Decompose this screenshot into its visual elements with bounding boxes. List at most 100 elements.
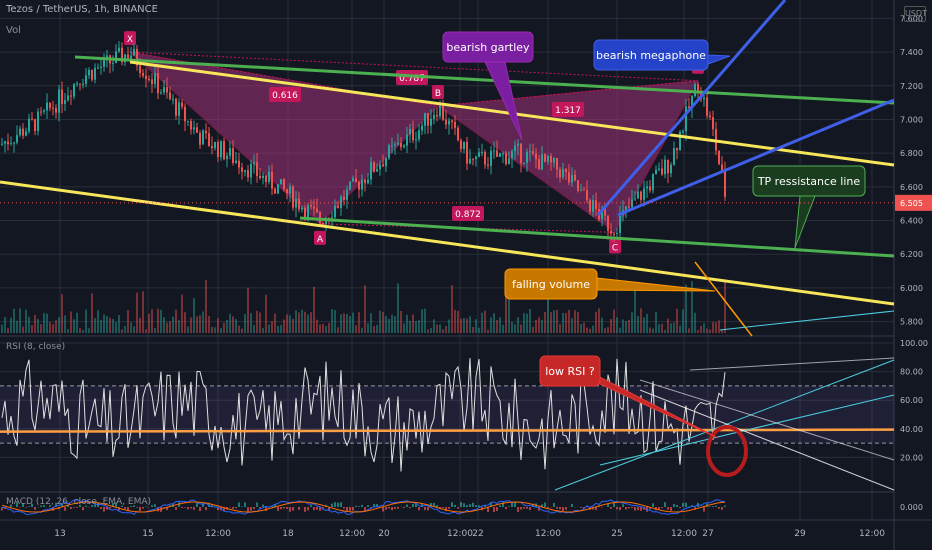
gartley-callout-box [442, 31, 534, 63]
volume-bar [199, 315, 201, 333]
rsi-band-fill [0, 385, 894, 444]
volume-bar [271, 321, 273, 333]
volume-bar [289, 315, 291, 333]
volume-bar [130, 322, 132, 333]
macd-histogram-bar [406, 504, 408, 507]
volume-bar [697, 329, 699, 333]
price-tick-label: 7.000 [900, 115, 923, 124]
candle-body [292, 186, 294, 208]
volume-bar [211, 326, 213, 333]
candle-body [178, 102, 180, 116]
macd-histogram-bar [241, 506, 243, 507]
candle-body [454, 121, 456, 128]
macd-histogram-bar [67, 504, 69, 507]
macd-histogram-bar [277, 507, 279, 511]
macd-histogram-bar [163, 507, 165, 508]
candle-body [106, 55, 108, 58]
volume-bar [226, 319, 228, 333]
volume-bar [646, 313, 648, 333]
price-tick-label: 7.200 [900, 82, 923, 91]
macd-histogram-bar [121, 505, 123, 507]
rsi-tick-label: 100.00 [900, 339, 928, 348]
volume-bar [190, 317, 192, 333]
falling-volume-callout-text: falling volume [512, 278, 590, 291]
macd-histogram-bar [409, 507, 411, 508]
macd-histogram-bar [508, 506, 510, 507]
macd-pane [1, 499, 726, 515]
volume-bar [634, 284, 636, 333]
volume-bar [652, 328, 654, 333]
volume-bar [187, 326, 189, 333]
candle-body [652, 174, 654, 191]
macd-histogram-bar [190, 507, 192, 509]
volume-bar [448, 319, 450, 333]
gartley-ratio-line [319, 223, 616, 233]
volume-bar [253, 324, 255, 333]
macd-histogram-bar [628, 507, 630, 509]
macd-histogram-bar [367, 505, 369, 507]
volume-bar [583, 322, 585, 333]
volume-bar [412, 314, 414, 333]
volume-bar [595, 311, 597, 333]
candle-body [514, 145, 516, 152]
currency-badge[interactable]: USDT [904, 6, 927, 22]
volume-bar [295, 310, 297, 333]
macd-histogram-bar [454, 504, 456, 507]
candle-body [265, 175, 267, 182]
macd-histogram-bar [319, 507, 321, 511]
volume-bar [10, 317, 12, 333]
macd-histogram-bar [703, 507, 705, 512]
pattern-point-badge [124, 31, 136, 46]
volume-bar [490, 317, 492, 333]
candle-body [1, 143, 3, 145]
candle-body [553, 158, 555, 163]
volume-bar [328, 322, 330, 333]
rsi-indicator-label[interactable]: RSI (8, close) [6, 342, 66, 352]
macd-histogram-bar [490, 502, 492, 507]
macd-histogram-bar [472, 502, 474, 507]
macd-histogram-bar [496, 507, 498, 512]
volume-bar [55, 320, 57, 333]
macd-histogram-bar [343, 507, 345, 509]
fib-ratio-label: 0.872 [455, 210, 481, 220]
candle-body [580, 189, 582, 191]
volume-bar [280, 325, 282, 333]
volume-bar [589, 328, 591, 333]
candle-body [79, 83, 81, 85]
volume-bar [451, 285, 453, 333]
macd-histogram-bar [646, 507, 648, 512]
volume-bar [658, 324, 660, 333]
macd-histogram-bar [211, 504, 213, 507]
volume-bar [241, 328, 243, 333]
macd-histogram-bar [28, 506, 30, 507]
volume-bar [367, 323, 369, 333]
symbol-title[interactable]: Tezos / TetherUS, 1h, BINANCE [6, 4, 158, 15]
macd-histogram-bar [619, 507, 621, 511]
candle-body [268, 171, 270, 182]
macd-tick-label: 0.000 [900, 503, 923, 512]
candle-body [229, 148, 231, 156]
macd-histogram-bar [145, 506, 147, 507]
macd-histogram-bar [61, 503, 63, 507]
candle-body [418, 130, 420, 140]
volume-bar [115, 321, 117, 333]
macd-indicator-label[interactable]: MACD (12, 26, close, EMA, EMA) [6, 497, 152, 507]
volume-bar [343, 313, 345, 333]
candle-body [121, 47, 123, 63]
candle-body [703, 97, 705, 100]
volume-bar [52, 324, 54, 333]
volume-bar [703, 323, 705, 333]
volume-indicator-label[interactable]: Vol [6, 25, 21, 36]
pattern-point-label: A [317, 235, 324, 245]
gartley-ratio-line [129, 51, 699, 82]
volume-bar [724, 279, 726, 333]
time-tick-label: 25 [611, 529, 622, 539]
annotations: bearish gartley bearish megaphone TP ressi… [442, 31, 866, 439]
macd-histogram-bar [436, 505, 438, 507]
volume-bar [229, 313, 231, 333]
candle-body [349, 181, 351, 190]
macd-histogram-bar [682, 502, 684, 507]
candle-body [241, 167, 243, 172]
volume-bar [529, 308, 531, 333]
